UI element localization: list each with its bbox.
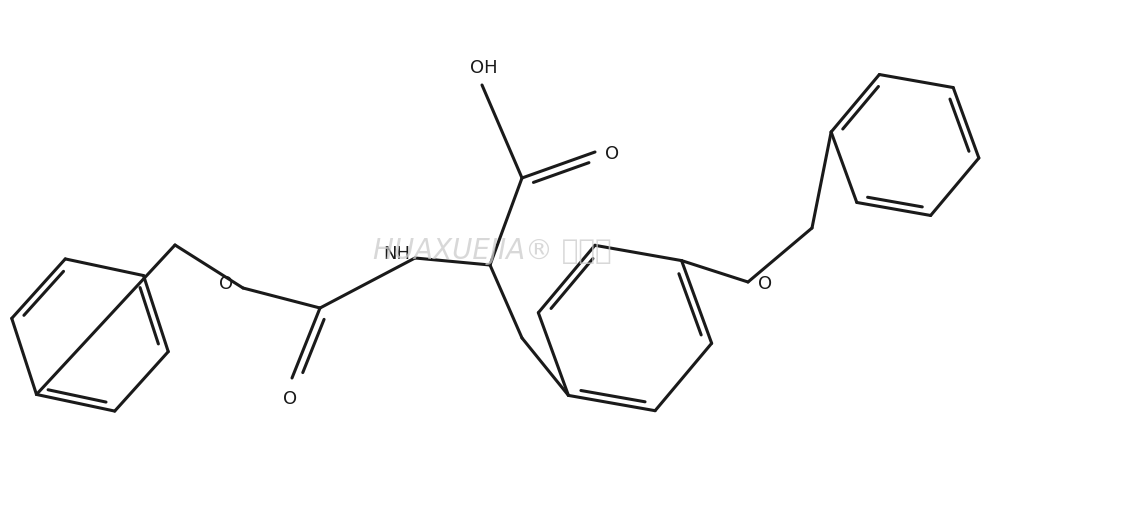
Text: O: O bbox=[218, 275, 233, 293]
Text: O: O bbox=[604, 145, 619, 163]
Text: HUAXUEJIA® 化学加: HUAXUEJIA® 化学加 bbox=[374, 237, 611, 265]
Text: O: O bbox=[758, 275, 772, 293]
Text: OH: OH bbox=[470, 59, 498, 77]
Text: NH: NH bbox=[383, 245, 410, 263]
Text: O: O bbox=[283, 390, 297, 408]
